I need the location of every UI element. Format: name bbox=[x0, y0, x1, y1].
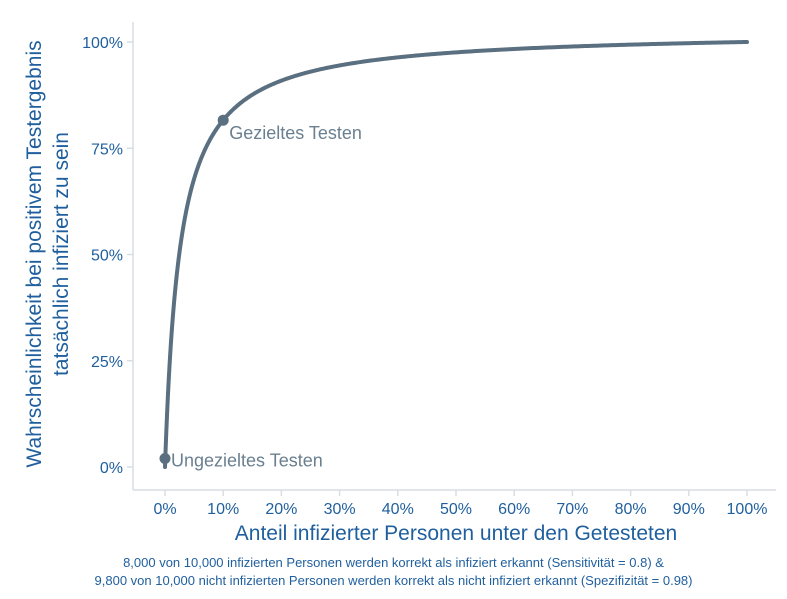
highlight-point bbox=[159, 453, 171, 464]
point-annotation: Gezieltes Testen bbox=[229, 123, 362, 143]
x-tick-label: 10% bbox=[207, 501, 239, 518]
y-axis-ticks: 0% 25% 50% 75% 100% bbox=[82, 35, 133, 477]
y-tick-label: 50% bbox=[91, 248, 123, 265]
y-tick-label: 0% bbox=[100, 460, 123, 477]
y-axis-title-line-2: tatsächlich infiziert zu sein bbox=[50, 132, 73, 376]
y-axis-title-line-1: Wahrscheinlichkeit bei positivem Testerg… bbox=[23, 40, 46, 467]
x-tick-label: 40% bbox=[382, 501, 414, 518]
caption-line-2: 9,800 von 10,000 nicht infizierten Perso… bbox=[94, 573, 693, 588]
x-tick-label: 80% bbox=[615, 501, 647, 518]
axes bbox=[132, 22, 776, 491]
y-tick-label: 75% bbox=[91, 141, 123, 158]
x-tick-label: 90% bbox=[673, 501, 705, 518]
x-axis-title: Anteil infizierter Personen unter den Ge… bbox=[235, 522, 677, 545]
x-tick-label: 0% bbox=[153, 501, 176, 518]
caption-line-1: 8,000 von 10,000 infizierten Personen we… bbox=[123, 555, 664, 570]
highlight-points: Ungezieltes Testen Gezieltes Testen bbox=[159, 114, 362, 471]
x-tick-label: 70% bbox=[556, 501, 588, 518]
x-tick-label: 50% bbox=[440, 501, 472, 518]
highlight-point bbox=[217, 114, 229, 126]
probability-curve bbox=[163, 40, 749, 469]
y-tick-label: 25% bbox=[91, 354, 123, 371]
x-tick-label: 20% bbox=[265, 501, 297, 518]
y-axis-title: Wahrscheinlichkeit bei positivem Testerg… bbox=[23, 40, 73, 467]
x-axis-ticks: 0% 10% 20% 30% 40% 50% 60% 70% 80% 90% 100% bbox=[153, 490, 767, 518]
point-annotation: Ungezieltes Testen bbox=[171, 451, 323, 471]
x-tick-label: 100% bbox=[727, 501, 768, 518]
x-tick-label: 30% bbox=[324, 501, 356, 518]
x-tick-label: 60% bbox=[498, 501, 530, 518]
y-tick-label: 100% bbox=[82, 35, 123, 52]
